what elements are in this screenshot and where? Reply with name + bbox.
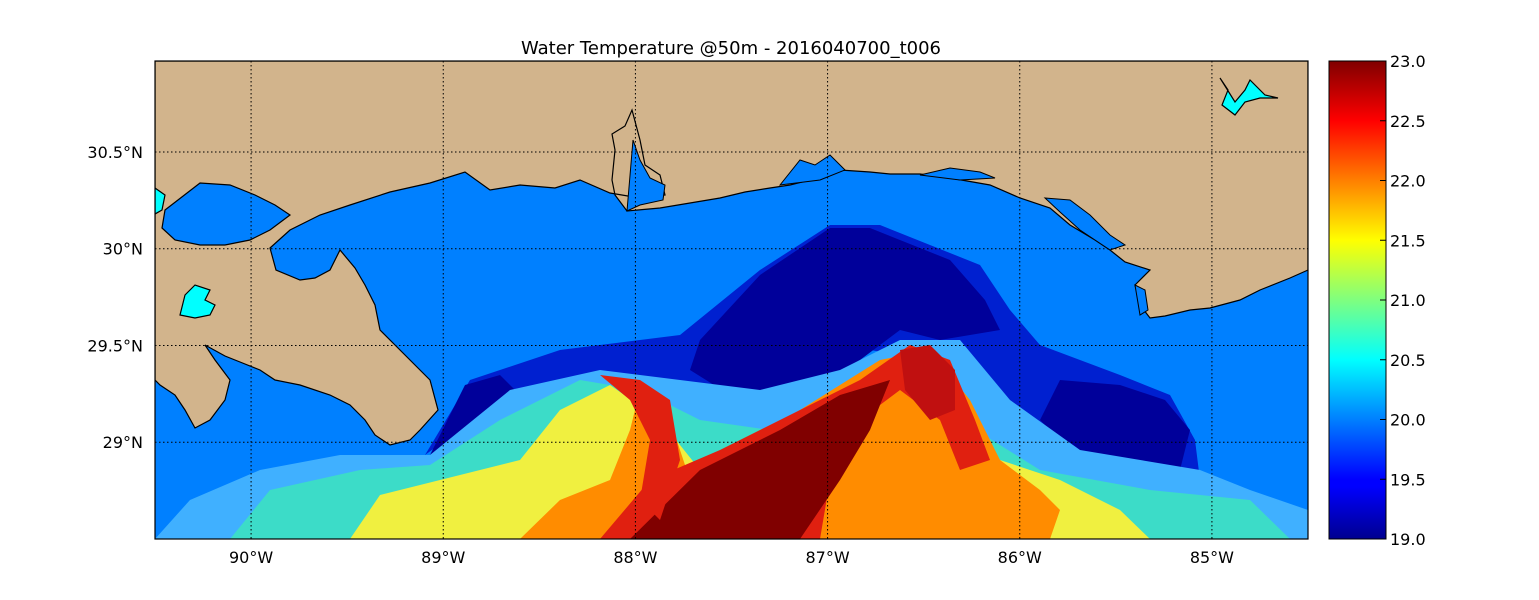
cold-water-east: [1040, 380, 1190, 470]
map-panel: [155, 61, 1308, 539]
temperature-field: [155, 225, 1308, 539]
coldest-water-region: [690, 228, 1000, 395]
colorbar-tick-labels: 19.0 19.5 20.0 20.5 21.0 21.5 22.0 22.5 23.0: [1380, 52, 1426, 549]
longitude-tick-label: 85°W: [1190, 548, 1234, 567]
longitude-tick-label: 87°W: [805, 548, 849, 567]
latitude-tick-label: 30°N: [103, 240, 143, 259]
lake-maurepas: [179, 284, 216, 319]
colorbar-tick-label: 20.0: [1390, 411, 1426, 430]
longitude-tick-label: 86°W: [998, 548, 1042, 567]
colorbar-tick-label: 21.5: [1390, 231, 1426, 250]
graticule: [155, 61, 1308, 539]
pensacola-bay: [778, 154, 846, 186]
cold-water-west: [430, 375, 520, 455]
latitude-tick-label: 30.5°N: [87, 143, 143, 162]
longitude-tick-label: 90°W: [229, 548, 273, 567]
colorbar-tick-label: 20.5: [1390, 351, 1426, 370]
longitude-tick-label: 88°W: [613, 548, 657, 567]
warm-eddy-west: [600, 375, 680, 520]
lake-northeast: [1219, 77, 1279, 116]
mobile-bay: [626, 139, 666, 212]
longitude-tick-label: 89°W: [421, 548, 465, 567]
latitude-tick-labels: 29°N 29.5°N 30°N 30.5°N: [87, 143, 143, 452]
colorbar-tick-label: 21.0: [1390, 291, 1426, 310]
latitude-tick-label: 29.5°N: [87, 336, 143, 355]
colorbar-tick-label: 23.0: [1390, 52, 1426, 71]
longitude-tick-labels: 90°W 89°W 88°W 87°W 86°W 85°W: [229, 548, 1234, 567]
colorbar-tick-label: 19.0: [1390, 530, 1426, 549]
choctawhatchee-bay: [919, 167, 996, 181]
map-frame: [154, 60, 1309, 540]
lake-pontchartrain-basin: [161, 182, 292, 246]
colorbar-tick-label: 22.0: [1390, 172, 1426, 191]
colorbar-tick-label: 22.5: [1390, 112, 1426, 131]
warm-eddy-core: [900, 345, 955, 420]
map-title: Water Temperature @50m - 2016040700_t006: [521, 38, 941, 59]
lake-west-edge: [155, 187, 166, 215]
loop-current-core: [630, 380, 890, 539]
colorbar-tick-label: 19.5: [1390, 470, 1426, 489]
cape-san-blas: [1134, 284, 1149, 316]
st-andrews-bay: [1043, 197, 1127, 251]
colorbar-gradient: [1328, 60, 1387, 540]
colorbar: 19.0 19.5 20.0 20.5 21.0 21.5 22.0 22.5 23.0: [1328, 52, 1426, 549]
latitude-tick-label: 29°N: [103, 433, 143, 452]
